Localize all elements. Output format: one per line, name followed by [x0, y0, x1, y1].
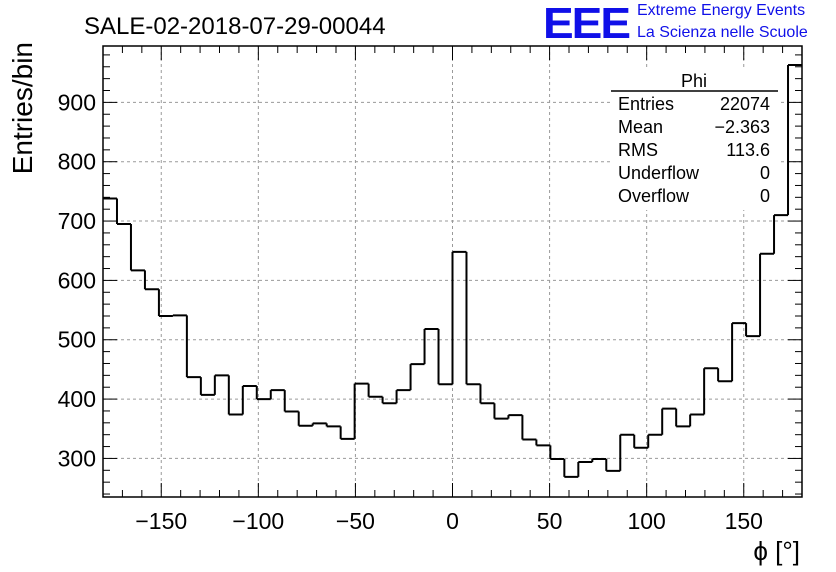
- histogram-bin: [563, 459, 579, 478]
- stats-row-label: RMS: [618, 140, 658, 160]
- stats-row-value: 113.6: [726, 140, 770, 160]
- histogram-bin: [759, 252, 775, 337]
- histogram-bin: [745, 323, 761, 338]
- histogram-bin: [437, 329, 453, 386]
- histogram-bin: [675, 408, 691, 428]
- y-tick-label: 800: [58, 149, 96, 175]
- stats-row-label: Overflow: [618, 186, 690, 206]
- histogram-bin: [717, 368, 733, 383]
- histogram-bin: [129, 224, 145, 272]
- histogram-bin: [311, 422, 327, 426]
- stats-box-background: [611, 70, 778, 210]
- histogram-bin: [199, 377, 215, 396]
- histogram-bin: [395, 389, 411, 404]
- histogram-bin: [731, 322, 747, 382]
- x-tick-label: 50: [537, 508, 563, 534]
- histogram-bin: [605, 459, 621, 472]
- histogram-bin: [689, 413, 705, 427]
- stats-box: Phi Entries 22074 Mean −2.363 RMS 113.6 Underfl…: [611, 70, 778, 210]
- logo-letters: EEE: [543, 0, 631, 48]
- histogram-bin: [423, 328, 439, 365]
- y-tick-label: 300: [58, 445, 96, 471]
- histogram-bin: [143, 270, 159, 291]
- histogram-bin: [493, 403, 509, 420]
- y-tick-label: 400: [58, 386, 96, 412]
- x-tick-label: −150: [135, 508, 187, 534]
- histogram-bin: [339, 426, 355, 440]
- stats-row-label: Underflow: [618, 163, 700, 183]
- histogram-bin: [241, 385, 257, 415]
- histogram-bin: [591, 458, 607, 462]
- histogram-bin: [465, 251, 481, 386]
- histogram-bin: [521, 415, 537, 441]
- y-tick-label: 900: [58, 89, 96, 115]
- histogram-bin: [367, 383, 383, 398]
- logo-text-line-2: La Scienza nelle Scuole: [637, 24, 808, 41]
- y-tick-label: 700: [58, 208, 96, 234]
- histogram-bin: [479, 384, 495, 405]
- histogram-bin: [773, 214, 789, 254]
- histogram-bin: [325, 423, 341, 428]
- x-tick-label: 150: [725, 508, 763, 534]
- histogram-bin: [619, 433, 635, 471]
- histogram-bin: [633, 434, 649, 449]
- histogram-bin: [787, 63, 802, 216]
- histogram-bin: [297, 411, 313, 427]
- logo-text-line-1: Extreme Energy Events: [637, 2, 806, 19]
- stats-row-label: Mean: [618, 117, 663, 137]
- y-tick-label: 500: [58, 327, 96, 353]
- axes-layer: −150 −100 −50 0 50 100 150 300 400 500 600 700 800 90…: [58, 45, 803, 534]
- stats-row-value: 0: [760, 186, 770, 206]
- stats-row-label: Entries: [618, 94, 674, 114]
- histogram-bin: [171, 314, 187, 317]
- histogram-bin: [703, 367, 719, 415]
- histogram-bin: [227, 375, 243, 416]
- histogram-bin: [381, 396, 397, 405]
- histogram-bin: [549, 445, 565, 461]
- histogram-bin: [507, 414, 523, 419]
- histogram-bin: [157, 289, 173, 318]
- stats-row-value: 22074: [720, 94, 770, 114]
- histogram-bin: [451, 250, 467, 385]
- histogram-bin: [661, 407, 677, 435]
- y-axis-label: Entries/bin: [7, 42, 38, 174]
- histogram-layer: [103, 63, 802, 478]
- x-tick-label: 100: [627, 508, 665, 534]
- histogram-bin: [115, 198, 131, 226]
- x-tick-label: −50: [336, 508, 375, 534]
- histogram-bin: [353, 382, 369, 439]
- x-tick-label: −100: [232, 508, 284, 534]
- y-tick-label: 600: [58, 267, 96, 293]
- stats-row-value: −2.363: [714, 117, 770, 137]
- histogram-bin: [185, 315, 201, 379]
- chart-title: SALE-02-2018-07-29-00044: [84, 13, 386, 40]
- histogram-bin: [535, 439, 551, 447]
- histogram-bin: [213, 374, 229, 395]
- x-tick-label: 0: [446, 508, 459, 534]
- histogram-bin: [577, 460, 593, 477]
- stats-title: Phi: [681, 71, 707, 91]
- histogram-bin: [647, 433, 663, 448]
- histogram-bin: [255, 386, 271, 401]
- histogram-bin: [409, 363, 425, 391]
- stats-row-value: 0: [760, 163, 770, 183]
- histogram-bin: [269, 389, 285, 400]
- histogram-bin: [283, 390, 299, 413]
- x-axis-label: ϕ [°]: [753, 536, 800, 566]
